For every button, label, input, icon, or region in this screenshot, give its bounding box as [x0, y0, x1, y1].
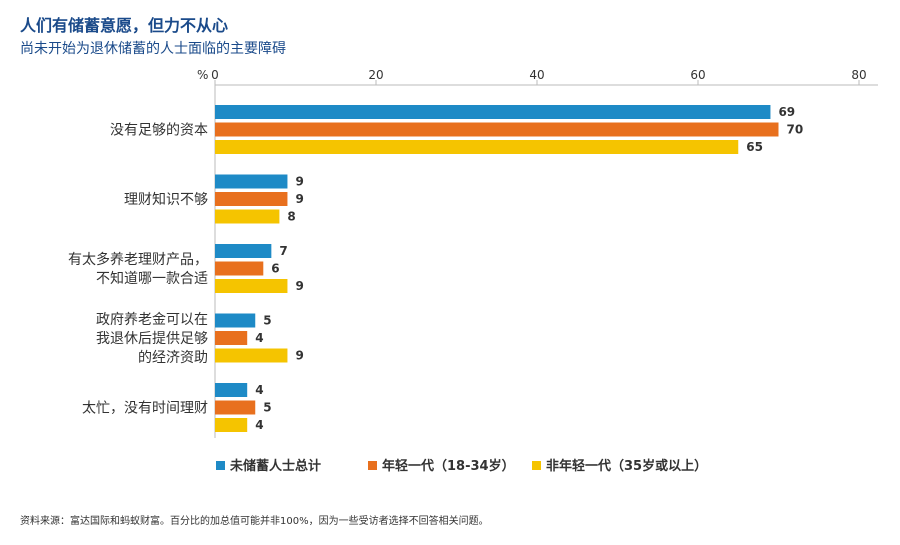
bar: [215, 261, 264, 276]
x-tick-label: 80: [851, 68, 866, 82]
data-label: 7: [279, 244, 287, 258]
data-label: 65: [746, 140, 763, 154]
legend-label: 年轻一代（18-34岁）: [382, 458, 515, 474]
legend-swatch: [532, 461, 541, 470]
category-label: 理财知识不够: [124, 191, 208, 208]
source-note: 资料来源：富达国际和蚂蚁财富。百分比的加总值可能并非100%，因为一些受访者选择…: [20, 516, 489, 527]
data-label: 70: [787, 123, 804, 137]
bar: [215, 279, 288, 293]
chart-subtitle: 尚未开始为退休储蓄的人士面临的主要障碍: [20, 41, 286, 57]
category-label: 的经济资助: [138, 350, 208, 366]
axis-unit-label: %: [197, 68, 208, 82]
category-label: 政府养老金可以在: [96, 312, 208, 328]
data-label: 9: [295, 175, 303, 189]
bar: [215, 383, 248, 397]
x-tick-label: 60: [690, 68, 705, 82]
bar: [215, 331, 248, 345]
category-label: 没有足够的资本: [110, 123, 208, 139]
x-tick-label: 40: [529, 68, 544, 82]
data-label: 9: [295, 349, 303, 363]
category-label: 我退休后提供足够: [96, 331, 208, 347]
data-label: 5: [263, 401, 271, 415]
data-label: 9: [295, 192, 303, 206]
legend-label: 非年轻一代（35岁或以上）: [546, 458, 707, 474]
data-label: 6: [271, 262, 279, 276]
x-tick-label: 20: [368, 68, 383, 82]
bar: [215, 313, 256, 328]
data-label: 8: [287, 210, 295, 224]
data-label: 4: [255, 418, 263, 432]
bar: [215, 140, 739, 154]
bar: [215, 418, 248, 432]
data-label: 69: [778, 105, 795, 119]
legend-swatch: [216, 461, 225, 470]
bar: [215, 244, 272, 258]
category-label: 不知道哪一款合适: [96, 270, 208, 287]
chart-title: 人们有储蓄意愿，但力不从心: [20, 16, 229, 35]
data-label: 4: [255, 331, 263, 345]
category-label: 有太多养老理财产品，: [68, 251, 208, 268]
category-label: 太忙，没有时间理财: [82, 401, 208, 417]
bar: [215, 174, 288, 189]
data-label: 9: [295, 279, 303, 293]
bar: [215, 400, 256, 415]
legend-swatch: [368, 461, 377, 470]
bar: [215, 209, 280, 224]
legend-label: 未储蓄人士总计: [229, 458, 321, 474]
bar: [215, 348, 288, 363]
bar: [215, 122, 779, 137]
bar: [215, 192, 288, 206]
data-label: 4: [255, 383, 263, 397]
x-tick-label: 0: [211, 68, 219, 82]
data-label: 5: [263, 314, 271, 328]
bar: [215, 105, 771, 119]
